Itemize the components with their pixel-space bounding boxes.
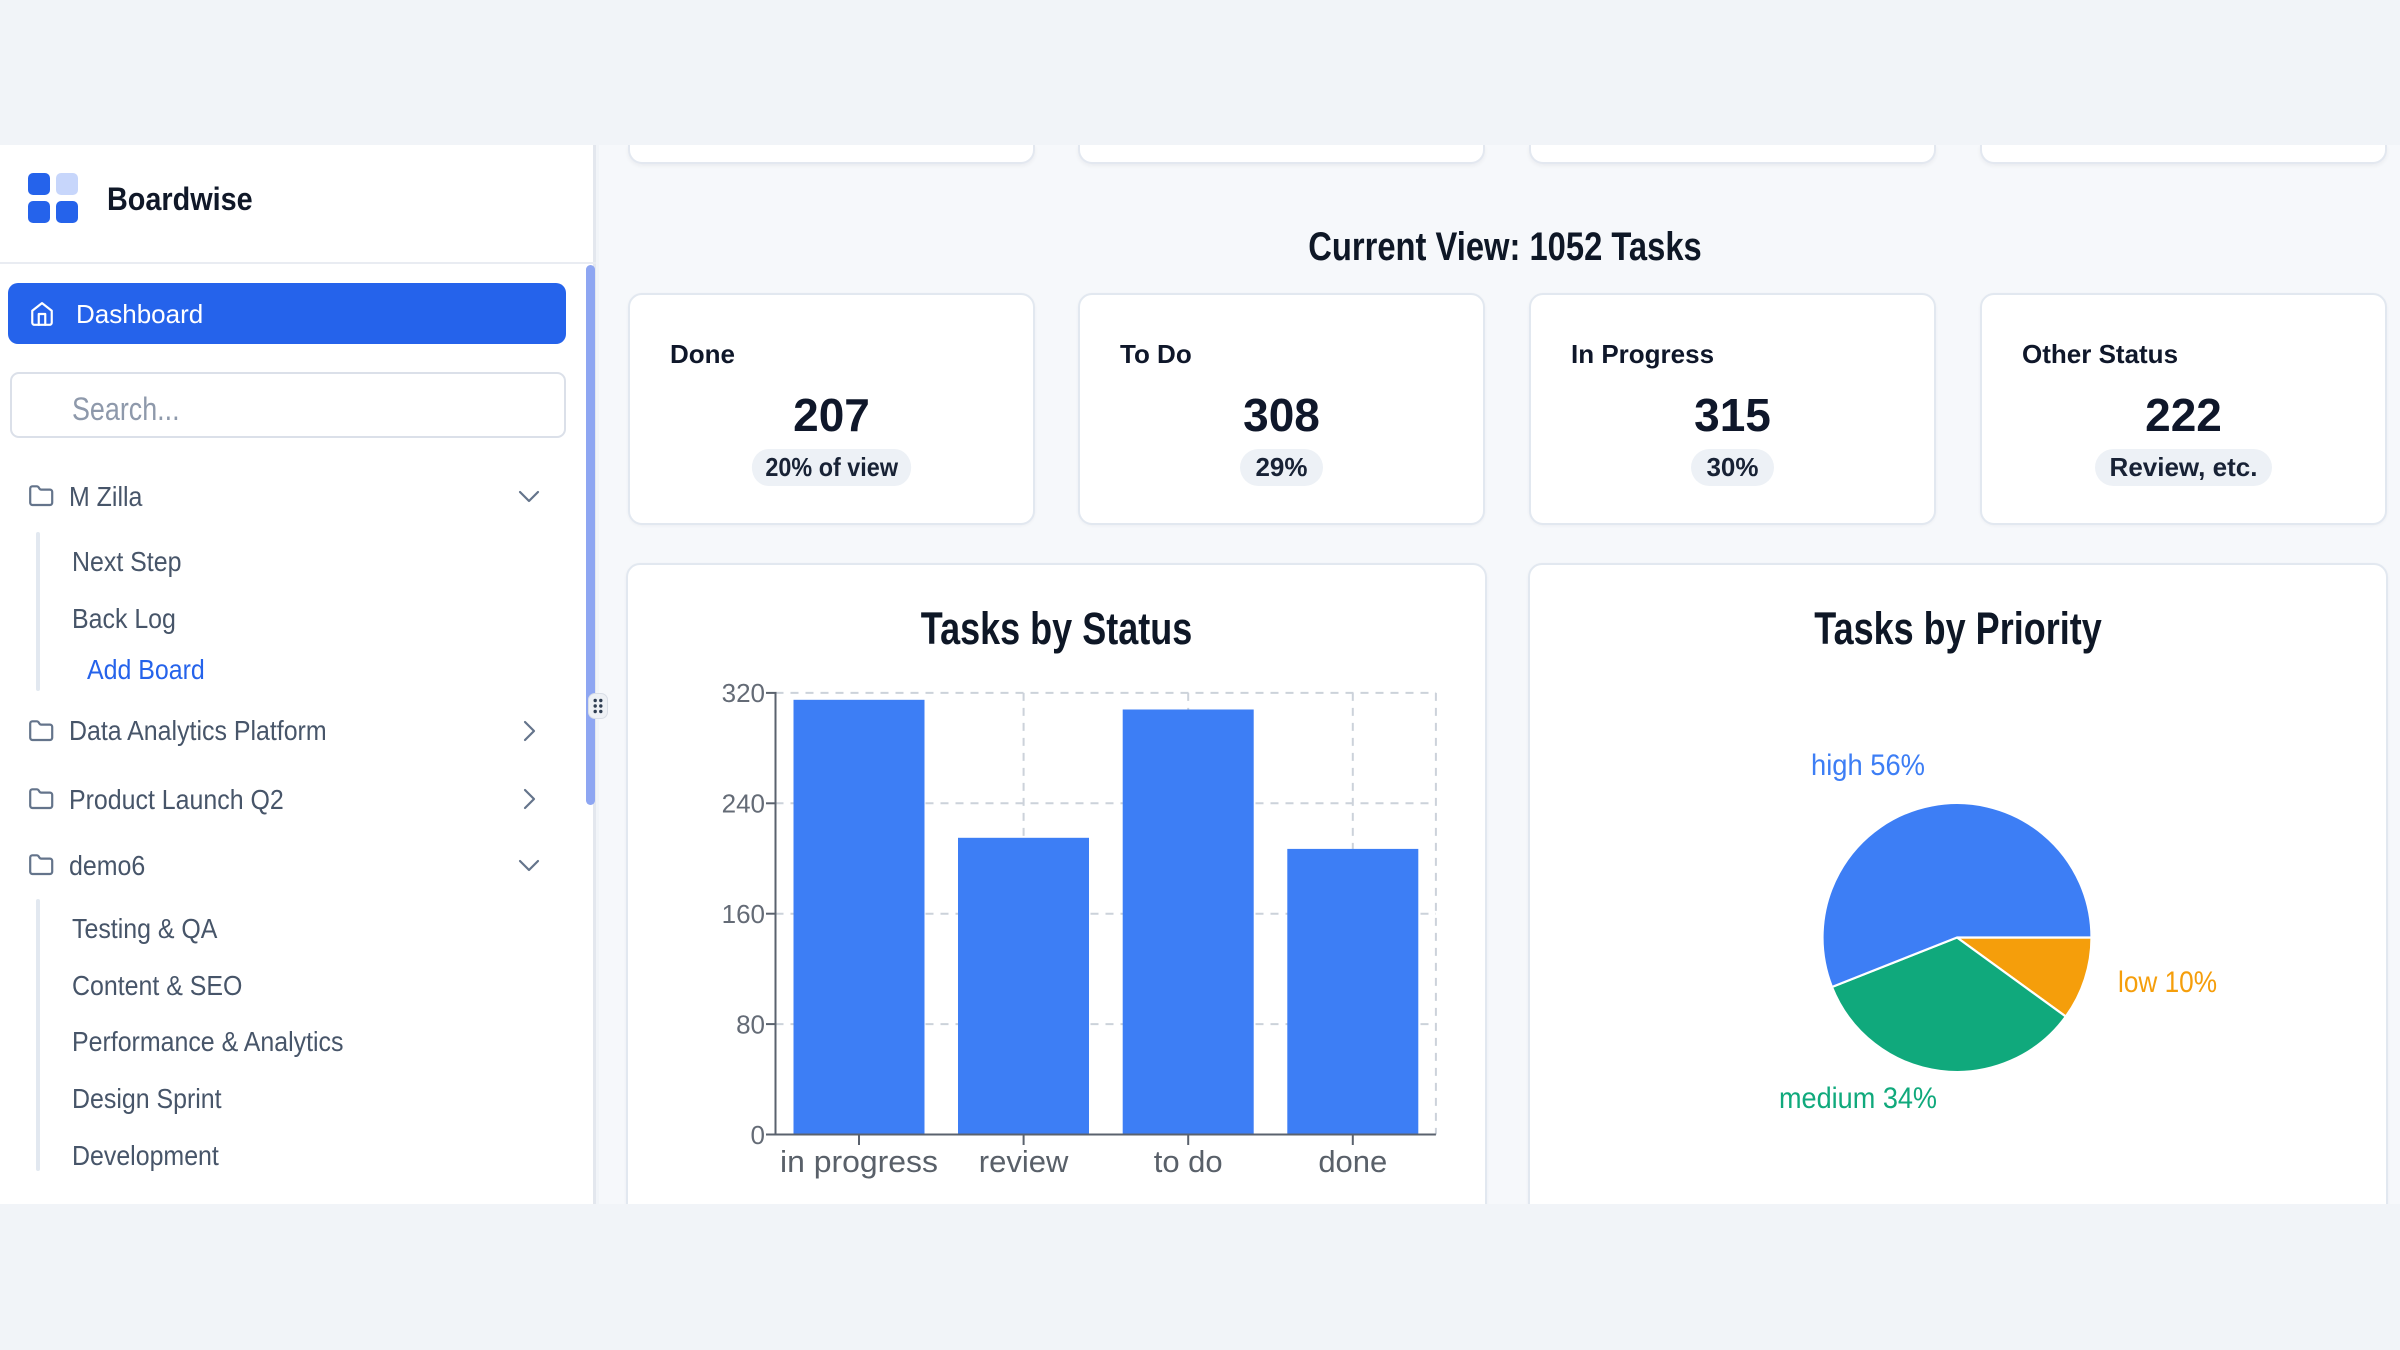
svg-text:320: 320	[722, 678, 765, 708]
svg-text:80: 80	[736, 1009, 765, 1039]
svg-text:done: done	[1318, 1144, 1387, 1179]
svg-text:0: 0	[751, 1120, 765, 1150]
svg-text:low 10%: low 10%	[2118, 966, 2217, 999]
svg-text:high 56%: high 56%	[1811, 749, 1925, 782]
svg-text:240: 240	[722, 789, 765, 819]
svg-text:160: 160	[722, 899, 765, 929]
svg-text:in progress: in progress	[780, 1144, 938, 1179]
svg-text:to do: to do	[1154, 1144, 1223, 1179]
svg-text:medium 34%: medium 34%	[1779, 1082, 1937, 1115]
svg-text:review: review	[979, 1144, 1069, 1179]
